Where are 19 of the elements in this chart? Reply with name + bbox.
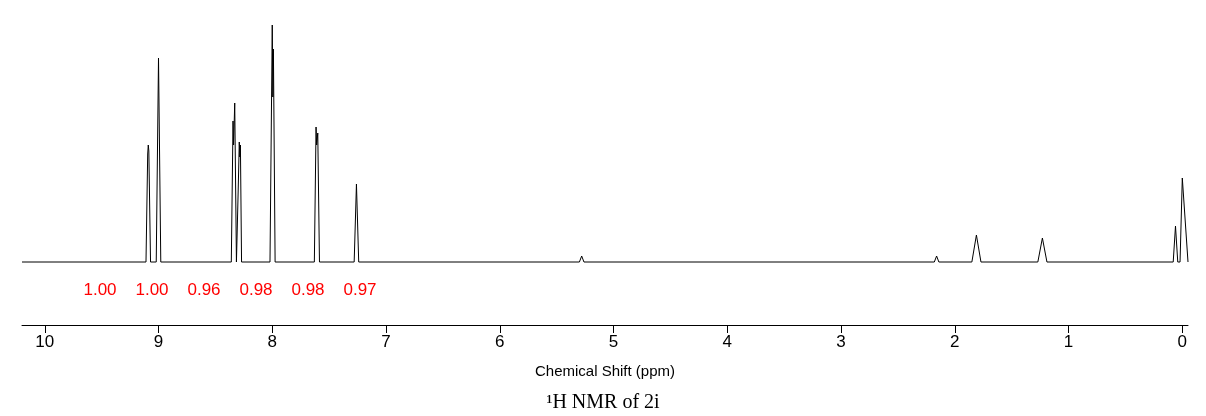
annotation: 1.00 (135, 279, 169, 299)
x-tick-label: 8 (267, 332, 277, 351)
x-tick-label: 10 (35, 332, 55, 351)
x-tick-label: 2 (950, 332, 960, 351)
x-tick-label: 5 (608, 332, 619, 351)
x-tick-label: 1 (1063, 332, 1074, 351)
text: ¹H NMR of 2i (546, 390, 661, 412)
annotation: 1.00 (83, 279, 117, 299)
x-tick-label: 3 (836, 332, 846, 351)
annotation: 0.98 (239, 279, 273, 299)
x-tick-label: 6 (495, 332, 505, 351)
x-tick-label: 4 (722, 332, 733, 351)
annotation: 0.97 (343, 279, 377, 299)
x-tick-label: 9 (153, 332, 164, 351)
annotation: 0.98 (291, 279, 325, 299)
annotation: 0.96 (187, 279, 221, 299)
x-axis-title: Chemical Shift (ppm) (534, 362, 676, 379)
x-tick-label: 7 (381, 332, 391, 351)
x-tick-label: 0 (1177, 332, 1188, 351)
